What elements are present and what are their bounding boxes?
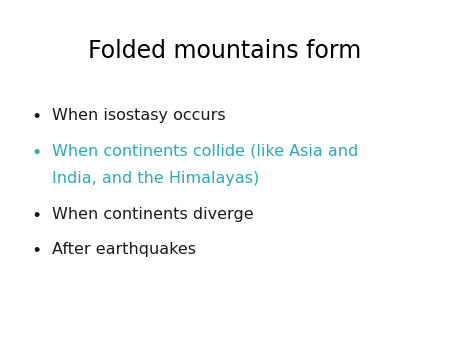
Text: India, and the Himalayas): India, and the Himalayas) [52, 171, 259, 186]
Text: •: • [32, 242, 42, 260]
Text: When isostasy occurs: When isostasy occurs [52, 108, 225, 123]
Text: After earthquakes: After earthquakes [52, 242, 196, 257]
Text: •: • [32, 144, 42, 162]
Text: When continents collide (like Asia and: When continents collide (like Asia and [52, 144, 358, 159]
Text: Folded mountains form: Folded mountains form [88, 39, 362, 63]
Text: •: • [32, 207, 42, 225]
Text: When continents diverge: When continents diverge [52, 207, 253, 222]
Text: •: • [32, 108, 42, 126]
